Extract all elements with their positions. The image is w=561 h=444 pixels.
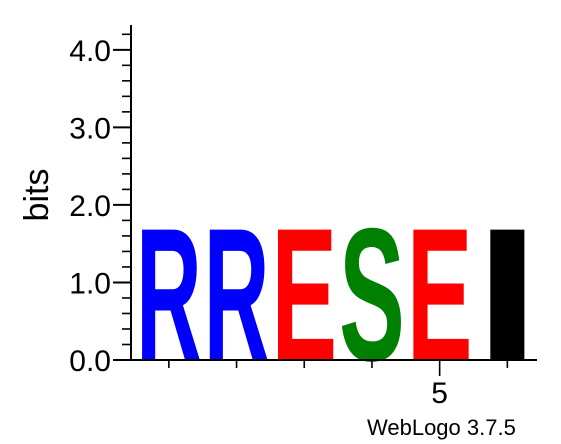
x-tick-label: 5 bbox=[431, 377, 448, 410]
logo-letter-s: S bbox=[339, 189, 405, 401]
y-tick-label: 0.0 bbox=[69, 345, 111, 378]
y-tick-label: 3.0 bbox=[69, 112, 111, 145]
axis-layer: 0.0 1.0 2.0 3.0 4.0 5 bbox=[69, 25, 537, 410]
weblogo-credit: WebLogo 3.7.5 bbox=[367, 415, 516, 440]
y-tick-label: 1.0 bbox=[69, 267, 111, 300]
y-tick-label: 4.0 bbox=[69, 35, 111, 68]
y-tick-label: 2.0 bbox=[69, 190, 111, 223]
logo-letter-r: R bbox=[136, 189, 202, 401]
logo-letter-i: I bbox=[475, 189, 541, 400]
y-axis-label: bits bbox=[18, 169, 56, 222]
logo-letter-e: E bbox=[271, 189, 337, 401]
logo-letter-r: R bbox=[204, 189, 270, 401]
